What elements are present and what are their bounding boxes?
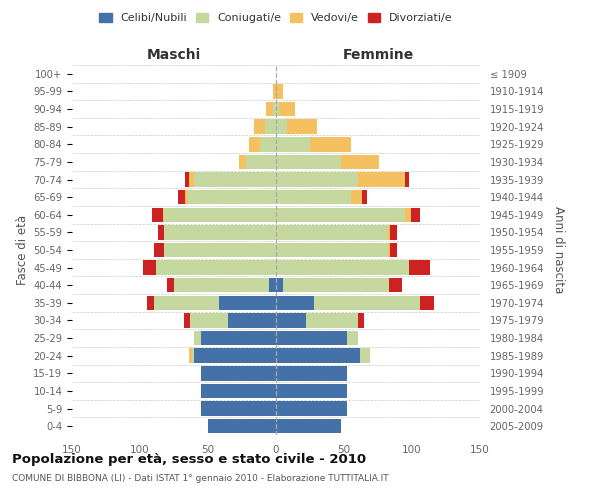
Bar — [358, 172, 405, 186]
Bar — [249, 137, 260, 152]
Bar — [167, 278, 174, 292]
Bar — [273, 102, 276, 117]
Bar — [314, 296, 420, 310]
Bar — [276, 348, 361, 363]
Bar — [347, 331, 358, 345]
Bar — [420, 296, 434, 310]
Bar — [266, 102, 273, 117]
Bar — [189, 172, 194, 186]
Bar — [310, 137, 351, 152]
Bar — [279, 102, 295, 117]
Bar — [185, 190, 188, 204]
Bar — [260, 137, 276, 152]
Bar — [164, 225, 276, 240]
Bar — [306, 314, 358, 328]
Bar — [276, 154, 341, 169]
Bar — [388, 243, 390, 257]
Bar — [269, 278, 276, 292]
Bar — [362, 190, 367, 204]
Bar — [239, 154, 246, 169]
Bar — [191, 348, 194, 363]
Bar — [358, 314, 364, 328]
Bar — [276, 296, 314, 310]
Bar — [351, 190, 362, 204]
Bar — [276, 190, 351, 204]
Text: COMUNE DI BIBBONA (LI) - Dati ISTAT 1° gennaio 2010 - Elaborazione TUTTITALIA.IT: COMUNE DI BIBBONA (LI) - Dati ISTAT 1° g… — [12, 474, 389, 483]
Bar — [276, 384, 347, 398]
Bar — [287, 120, 317, 134]
Bar — [276, 419, 341, 434]
Bar — [283, 278, 389, 292]
Bar — [189, 348, 191, 363]
Bar — [276, 260, 409, 275]
Bar — [276, 225, 388, 240]
Bar — [185, 172, 189, 186]
Bar — [164, 243, 276, 257]
Bar — [201, 402, 276, 416]
Bar — [194, 172, 276, 186]
Bar — [390, 225, 397, 240]
Bar — [276, 208, 405, 222]
Bar — [341, 154, 379, 169]
Bar — [276, 102, 279, 117]
Bar — [174, 278, 269, 292]
Bar — [178, 190, 185, 204]
Bar — [276, 243, 388, 257]
Bar — [147, 296, 154, 310]
Y-axis label: Fasce di età: Fasce di età — [16, 215, 29, 285]
Bar — [276, 172, 358, 186]
Bar — [143, 260, 157, 275]
Bar — [410, 208, 420, 222]
Bar — [246, 154, 276, 169]
Bar — [190, 314, 229, 328]
Bar — [390, 243, 397, 257]
Bar — [208, 419, 276, 434]
Bar — [201, 331, 276, 345]
Legend: Celibi/Nubili, Coniugati/e, Vedovi/e, Divorziati/e: Celibi/Nubili, Coniugati/e, Vedovi/e, Di… — [95, 8, 457, 28]
Bar — [276, 366, 347, 380]
Y-axis label: Anni di nascita: Anni di nascita — [552, 206, 565, 294]
Bar — [276, 331, 347, 345]
Bar — [405, 208, 410, 222]
Bar — [388, 225, 390, 240]
Bar — [184, 314, 190, 328]
Bar — [276, 278, 283, 292]
Bar — [276, 120, 287, 134]
Bar — [409, 260, 430, 275]
Bar — [229, 314, 276, 328]
Bar — [163, 208, 164, 222]
Text: Maschi: Maschi — [147, 48, 201, 62]
Bar — [276, 314, 306, 328]
Bar — [219, 296, 276, 310]
Bar — [154, 296, 219, 310]
Bar — [273, 84, 276, 98]
Bar — [157, 260, 276, 275]
Bar — [265, 120, 276, 134]
Bar — [405, 172, 409, 186]
Bar — [276, 137, 310, 152]
Bar — [361, 348, 370, 363]
Bar — [201, 384, 276, 398]
Bar — [194, 331, 201, 345]
Bar — [188, 190, 276, 204]
Bar — [276, 84, 283, 98]
Bar — [194, 348, 276, 363]
Bar — [389, 278, 403, 292]
Bar — [276, 402, 347, 416]
Text: Femmine: Femmine — [343, 48, 413, 62]
Bar — [152, 208, 163, 222]
Text: Popolazione per età, sesso e stato civile - 2010: Popolazione per età, sesso e stato civil… — [12, 452, 366, 466]
Bar — [254, 120, 265, 134]
Bar — [154, 243, 164, 257]
Bar — [201, 366, 276, 380]
Bar — [158, 225, 164, 240]
Bar — [164, 208, 276, 222]
